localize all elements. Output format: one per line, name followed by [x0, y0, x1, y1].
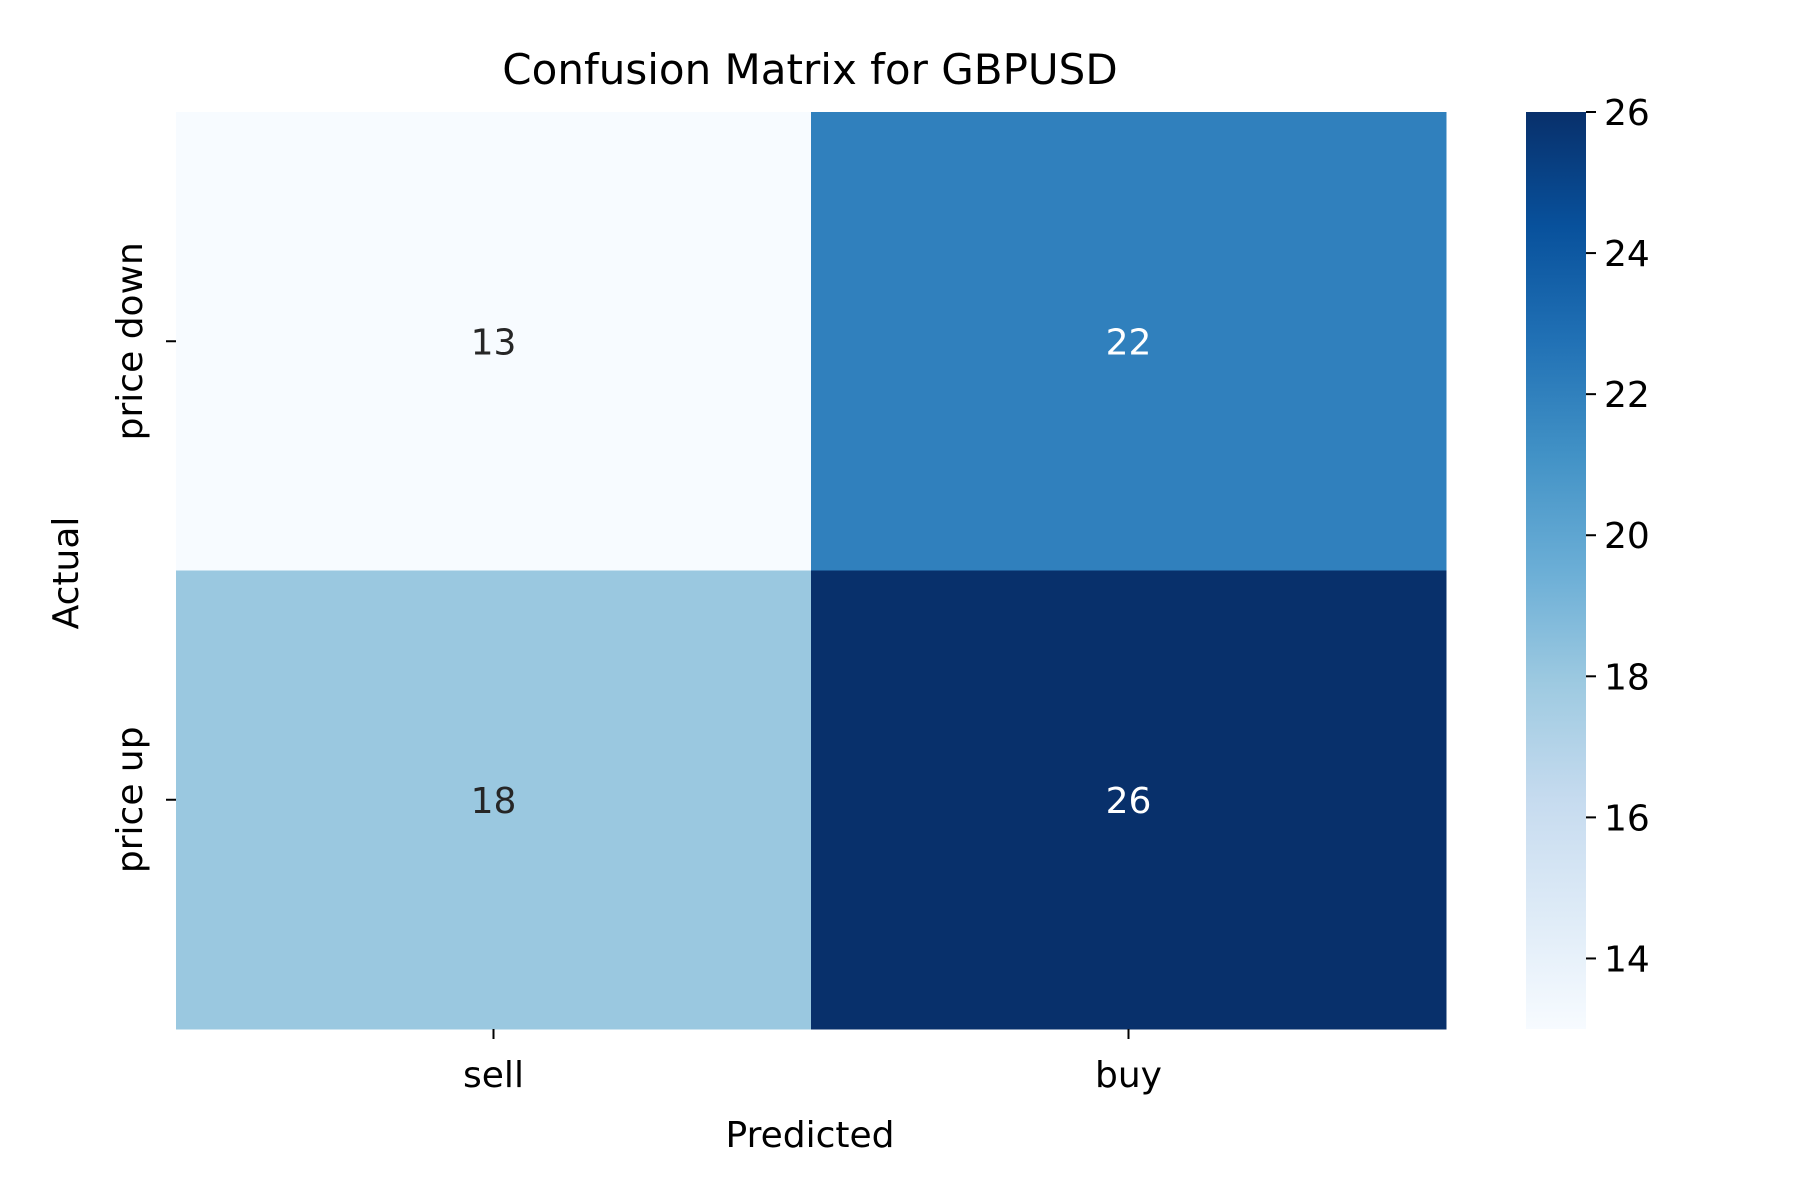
colorbar-gradient: [1526, 112, 1586, 1029]
y-tick-label: price up: [110, 726, 151, 873]
colorbar-tick-label: 20: [1604, 516, 1650, 557]
y-axis: price down price up: [110, 242, 176, 873]
x-axis-label: Predicted: [726, 1115, 895, 1156]
cell-value-label: 22: [1106, 322, 1152, 363]
cell-value-label: 13: [471, 322, 517, 363]
colorbar-tick-label: 14: [1604, 939, 1650, 980]
y-axis-label: Actual: [46, 517, 87, 630]
colorbar-tick-label: 26: [1604, 93, 1650, 134]
cell-value-label: 18: [471, 781, 517, 822]
colorbar-tick-label: 18: [1604, 657, 1650, 698]
x-axis: sell buy: [463, 1029, 1162, 1096]
colorbar: 14 16 18 20 22 24 26: [1526, 93, 1650, 1029]
heatmap-cells: 13 22 18 26: [176, 112, 1447, 1030]
colorbar-tick-label: 22: [1604, 375, 1650, 416]
colorbar-tick-label: 24: [1604, 234, 1650, 275]
colorbar-tick-label: 16: [1604, 798, 1650, 839]
heatmap-cell: [176, 570, 812, 1030]
heatmap-cell: [811, 112, 1447, 571]
heatmap-cell: [811, 570, 1447, 1030]
heatmap-cell: [176, 112, 812, 571]
x-tick-label: buy: [1095, 1055, 1162, 1096]
chart-title: Confusion Matrix for GBPUSD: [502, 45, 1117, 94]
x-tick-label: sell: [463, 1055, 524, 1096]
cell-value-label: 26: [1106, 781, 1152, 822]
y-tick-label: price down: [110, 242, 151, 440]
